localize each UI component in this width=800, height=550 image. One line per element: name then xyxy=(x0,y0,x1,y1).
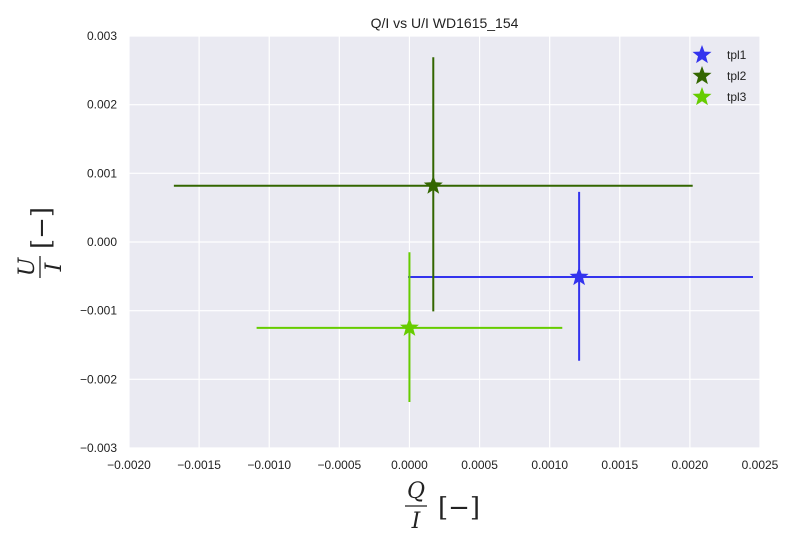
y-axis-label-unit: [−] xyxy=(27,207,57,249)
data-point-star xyxy=(423,175,443,194)
x-tick-label: −0.0005 xyxy=(317,458,361,472)
data-point-star xyxy=(399,317,419,336)
y-tick-label: 0.000 xyxy=(87,235,117,249)
y-axis-label-numerator: U xyxy=(15,256,40,276)
legend: tpl1 tpl2 tpl3 xyxy=(692,45,747,106)
legend-item: tpl3 xyxy=(692,87,747,106)
x-tick-label: 0.0010 xyxy=(531,458,568,472)
grid-lines xyxy=(128,35,761,449)
legend-label: tpl2 xyxy=(727,69,747,83)
y-tick-label: −0.003 xyxy=(80,441,117,455)
y-tick-labels: −0.003 −0.002 −0.001 0.000 0.001 0.002 0.003 xyxy=(80,29,117,455)
y-tick-label: 0.002 xyxy=(87,98,117,112)
y-tick-label: 0.001 xyxy=(87,166,117,180)
series-tpl3 xyxy=(256,252,563,402)
y-tick-label: 0.003 xyxy=(87,29,117,43)
legend-label: tpl3 xyxy=(727,90,747,104)
x-tick-label: 0.0005 xyxy=(461,458,498,472)
x-axis-label-denominator: I xyxy=(411,509,422,534)
x-tick-label: −0.0010 xyxy=(247,458,291,472)
series-tpl2 xyxy=(173,57,693,312)
data-point-star xyxy=(569,267,589,286)
x-tick-label: 0.0000 xyxy=(391,458,428,472)
legend-item: tpl1 xyxy=(692,45,747,64)
y-tick-label: −0.001 xyxy=(80,304,117,318)
legend-marker-star xyxy=(692,66,712,85)
x-tick-labels: −0.0020 −0.0015 −0.0010 −0.0005 0.0000 0.0005… xyxy=(107,458,779,472)
legend-item: tpl2 xyxy=(692,66,747,85)
legend-marker-star xyxy=(692,87,712,106)
x-axis-label-unit: [−] xyxy=(438,493,480,523)
series-tpl1 xyxy=(408,191,753,361)
legend-label: tpl1 xyxy=(727,48,747,62)
y-axis-label-denominator: I xyxy=(42,261,67,272)
y-tick-label: −0.002 xyxy=(80,372,117,386)
x-tick-label: 0.0015 xyxy=(601,458,638,472)
x-axis-label-numerator: Q xyxy=(407,479,425,504)
y-axis-label: U I [−] xyxy=(15,207,67,278)
data-series xyxy=(173,57,753,402)
x-tick-label: 0.0025 xyxy=(742,458,779,472)
legend-marker-star xyxy=(692,45,712,64)
chart-title: Q/I vs U/I WD1615_154 xyxy=(371,15,519,31)
x-axis-label: Q I [−] xyxy=(405,479,480,534)
x-tick-label: −0.0020 xyxy=(107,458,151,472)
x-tick-label: −0.0015 xyxy=(177,458,221,472)
x-tick-label: 0.0020 xyxy=(672,458,709,472)
